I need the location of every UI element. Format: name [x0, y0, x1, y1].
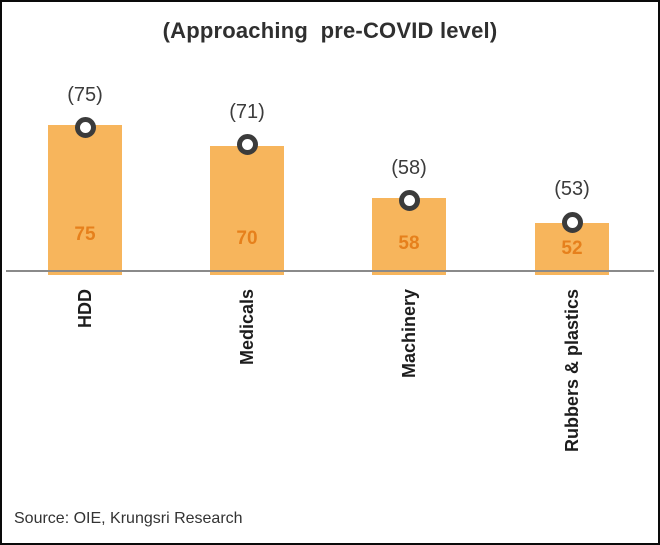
x-axis-line: [6, 270, 654, 272]
bar-value-label: 52: [561, 238, 583, 259]
circle-marker-icon: [561, 211, 583, 233]
bar: [48, 124, 122, 275]
circle-marker-icon: [74, 117, 96, 138]
chart-title: (Approaching pre-COVID level): [162, 18, 498, 43]
category-label: Machinery: [399, 289, 419, 379]
bar: [210, 146, 284, 275]
circle-marker-icon: [398, 190, 420, 212]
bar-value-label: 75: [74, 224, 96, 245]
category-label: Rubbers & plastics: [562, 289, 582, 453]
marker-value-label: (71): [229, 100, 265, 123]
circle-marker-icon: [236, 134, 258, 156]
category-label: HDD: [75, 289, 95, 328]
marker-value-label: (53): [554, 178, 590, 201]
marker-value-label: (75): [67, 83, 103, 106]
marker-value-label: (58): [391, 156, 427, 179]
bar-value-label: 58: [398, 233, 420, 254]
bar-value-label: 70: [236, 228, 258, 249]
source-note: Source: OIE, Krungsri Research: [14, 510, 243, 527]
category-label: Medicals: [237, 289, 257, 366]
